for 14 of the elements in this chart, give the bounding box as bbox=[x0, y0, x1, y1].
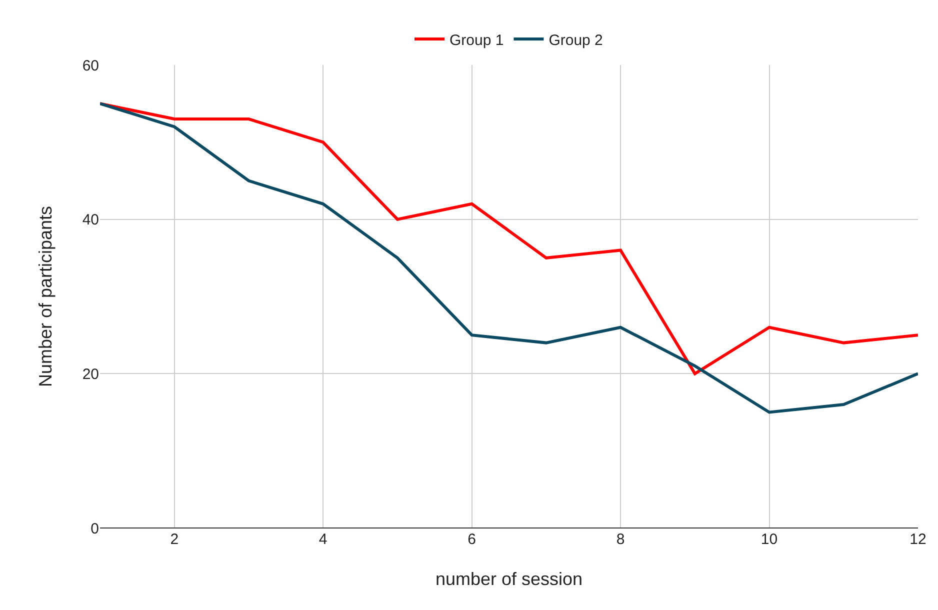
y-tick-label: 60 bbox=[82, 57, 99, 74]
x-tick-label: 2 bbox=[170, 531, 179, 548]
y-tick-label: 0 bbox=[90, 520, 99, 538]
x-tick-label: 12 bbox=[910, 531, 926, 548]
y-tick-label: 40 bbox=[82, 212, 99, 229]
legend-label: Group 2 bbox=[548, 32, 603, 49]
x-tick-label: 6 bbox=[468, 531, 476, 548]
x-tick-label: 4 bbox=[318, 531, 328, 548]
x-tick-label: 8 bbox=[616, 531, 625, 548]
x-tick-label: 10 bbox=[760, 531, 778, 548]
legend-label: Group 1 bbox=[450, 32, 504, 49]
x-axis-title: number of session bbox=[435, 569, 583, 590]
y-tick-label: 20 bbox=[82, 366, 99, 383]
y-axis-title: Number of participants bbox=[36, 206, 56, 388]
